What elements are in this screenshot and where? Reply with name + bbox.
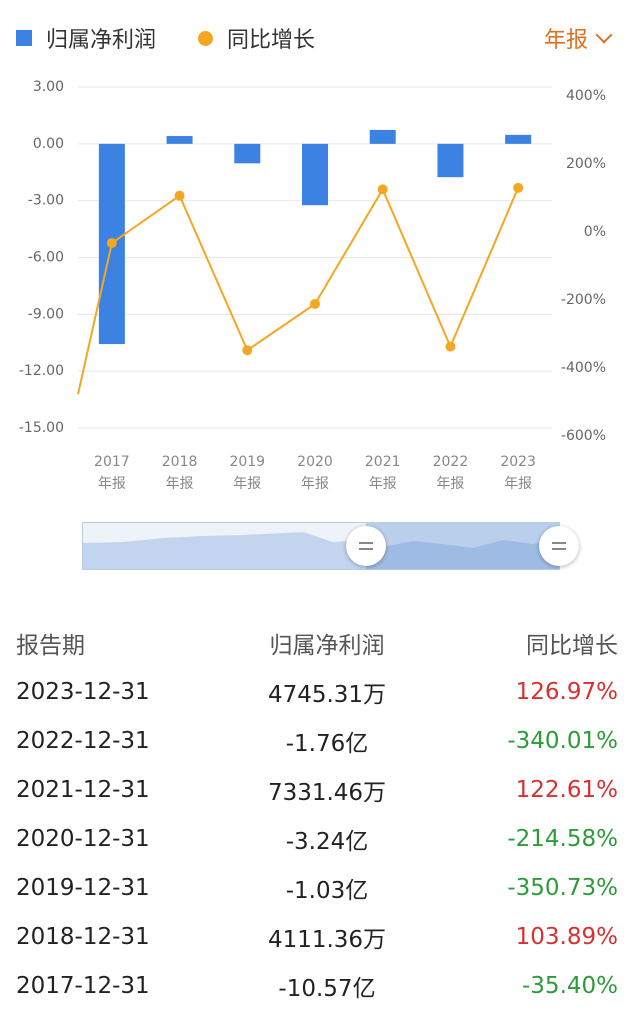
row-growth: 126.97% [515, 678, 618, 705]
header-growth: 同比增长 [526, 632, 618, 659]
legend-growth-label: 同比增长 [227, 28, 316, 53]
right-axis-tick-label: -400% [561, 360, 606, 376]
legend-profit-label: 归属净利润 [46, 28, 157, 53]
legend-item-profit[interactable]: 归属净利润 [16, 22, 156, 54]
row-date: 2022-12-31 [16, 727, 150, 754]
legend-bar-swatch-icon [16, 30, 32, 46]
left-axis-tick-label: 0.00 [33, 136, 64, 152]
row-profit: -1.76亿 [285, 730, 369, 757]
row-profit: -10.57亿 [278, 975, 376, 1002]
row-date: 2021-12-31 [16, 776, 150, 803]
row-profit: 4111.36万 [267, 926, 387, 953]
row-profit: 7331.46万 [267, 779, 387, 806]
slider-right-handle[interactable] [539, 526, 579, 566]
profit-bar [166, 136, 193, 144]
row-date: 2019-12-31 [16, 874, 150, 901]
growth-line-path [77, 187, 520, 395]
profit-bar [437, 143, 464, 178]
chevron-down-icon [595, 26, 613, 44]
left-axis-tick-label: 3.00 [33, 79, 64, 95]
left-axis-tick-label: -6.00 [28, 250, 64, 266]
profit-bar [234, 143, 261, 164]
growth-line [77, 182, 524, 395]
x-tick-year: 2019 [229, 454, 265, 470]
table-row[interactable]: 2019-12-31 -1.03亿 -350.73% [16, 863, 618, 912]
left-axis-tick-label: -3.00 [28, 193, 64, 209]
growth-point [445, 341, 456, 352]
left-axis-tick-label: -15.00 [19, 420, 64, 436]
x-tick-year: 2023 [500, 454, 536, 470]
chart-legend: 归属净利润 同比增长 [16, 20, 357, 56]
slider-selection[interactable] [366, 523, 559, 569]
growth-point [174, 190, 185, 201]
x-tick-year: 2021 [365, 454, 401, 470]
growth-point [513, 182, 524, 193]
x-tick-period: 年报 [166, 476, 194, 492]
x-tick-year: 2018 [162, 454, 198, 470]
profit-bars [98, 129, 532, 345]
zoom-slider[interactable] [82, 522, 579, 570]
table-row[interactable]: 2022-12-31 -1.76亿 -340.01% [16, 716, 618, 765]
row-growth: -35.40% [522, 972, 618, 999]
header-profit: 归属净利润 [269, 632, 385, 659]
legend-item-growth[interactable]: 同比增长 [198, 22, 315, 54]
table-row[interactable]: 2023-12-31 4745.31万 126.97% [16, 667, 618, 716]
left-axis: 3.00 0.00 -3.00 -6.00 -9.00 -12.00 -15.00 [19, 79, 64, 436]
slider-preview-area [83, 532, 559, 569]
table-row[interactable]: 2017-12-31 -10.57亿 -35.40% [16, 961, 618, 1010]
profit-bar [505, 134, 532, 144]
x-tick-year: 2022 [433, 454, 469, 470]
right-axis-tick-label: 400% [566, 88, 606, 104]
period-selector-label: 年报 [543, 28, 588, 53]
row-profit: 4745.31万 [267, 681, 387, 708]
x-tick-period: 年报 [233, 476, 261, 492]
profit-table: 报告期 归属净利润 同比增长 2023-12-31 4745.31万 126.9… [16, 618, 618, 1010]
profit-bar [369, 129, 396, 144]
profit-bar [302, 143, 328, 206]
row-growth: 103.89% [515, 923, 618, 950]
growth-point [310, 298, 320, 309]
chart-gridlines [78, 86, 552, 429]
x-axis-labels: 2017 年报 2018 年报 2019 年报 2020 年报 2021 年报 2022 年报 2023… [94, 454, 536, 492]
period-selector[interactable]: 年报 [543, 20, 613, 56]
legend-line-dot-icon [198, 30, 214, 46]
profit-chart: 3.00 0.00 -3.00 -6.00 -9.00 -12.00 -15.00 400%… [19, 79, 606, 492]
x-tick-period: 年报 [504, 476, 532, 492]
growth-point [377, 184, 388, 195]
slider-left-handle[interactable] [346, 526, 386, 566]
x-tick-year: 2017 [94, 454, 130, 470]
table-header: 报告期 归属净利润 同比增长 [16, 618, 618, 667]
row-date: 2018-12-31 [16, 923, 150, 950]
table-row[interactable]: 2021-12-31 7331.46万 122.61% [16, 765, 618, 814]
right-axis-tick-label: -200% [561, 292, 606, 308]
header-date: 报告期 [16, 632, 85, 659]
left-axis-tick-label: -12.00 [19, 363, 64, 379]
x-tick-period: 年报 [436, 476, 464, 492]
row-date: 2020-12-31 [16, 825, 150, 852]
x-tick-period: 年报 [301, 476, 329, 492]
x-tick-period: 年报 [98, 476, 126, 492]
left-axis-tick-label: -9.00 [28, 306, 64, 322]
row-date: 2017-12-31 [16, 972, 150, 999]
right-axis: 400% 200% 0% -200% -400% -600% [561, 88, 606, 444]
growth-point [242, 345, 253, 356]
right-axis-tick-label: 200% [566, 156, 606, 172]
x-tick-period: 年报 [369, 476, 397, 492]
row-growth: 122.61% [515, 776, 618, 803]
slider-preview [83, 532, 559, 569]
table-row[interactable]: 2020-12-31 -3.24亿 -214.58% [16, 814, 618, 863]
row-date: 2023-12-31 [16, 678, 150, 705]
row-growth: -340.01% [507, 727, 618, 754]
row-growth: -350.73% [507, 874, 618, 901]
row-growth: -214.58% [507, 825, 618, 852]
row-profit: -3.24亿 [285, 828, 369, 855]
right-axis-tick-label: 0% [584, 224, 606, 240]
growth-point [106, 238, 117, 249]
table-row[interactable]: 2018-12-31 4111.36万 103.89% [16, 912, 618, 961]
right-axis-tick-label: -600% [561, 428, 606, 444]
x-tick-year: 2020 [297, 454, 333, 470]
row-profit: -1.03亿 [285, 877, 369, 904]
